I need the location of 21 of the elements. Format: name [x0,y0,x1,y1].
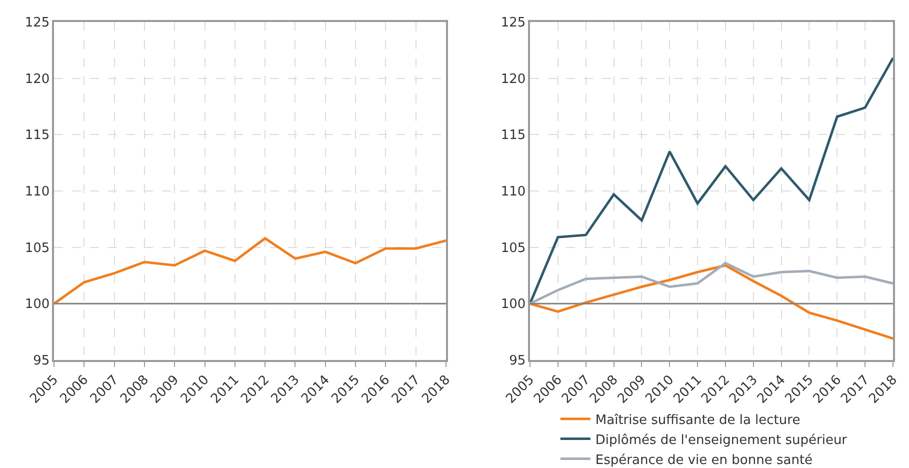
line-series [530,262,893,305]
y-tick-label: 100 [500,297,526,312]
legend-label: Espérance de vie en bonne santé [595,452,813,468]
y-tick-label: 105 [500,240,526,256]
y-tick-label: 115 [24,128,50,144]
y-tick-label: 115 [500,128,526,144]
legend-label: Maîtrise suffisante de la lecture [595,412,800,428]
y-tick-label: 120 [500,72,526,87]
legend-label: Diplômés de l'enseignement supérieur [595,432,848,448]
line-series [54,237,446,305]
line-series [530,264,893,340]
y-tick-label: 110 [24,184,50,200]
y-tick-label: 100 [24,297,50,312]
y-tick-label: 110 [500,184,526,200]
y-tick-label: 95 [509,354,526,369]
y-tick-label: 125 [500,16,526,31]
line-series [530,56,893,305]
y-tick-label: 125 [24,16,50,31]
y-tick-label: 105 [24,240,50,256]
y-tick-label: 95 [33,354,50,369]
y-tick-label: 120 [24,72,50,87]
